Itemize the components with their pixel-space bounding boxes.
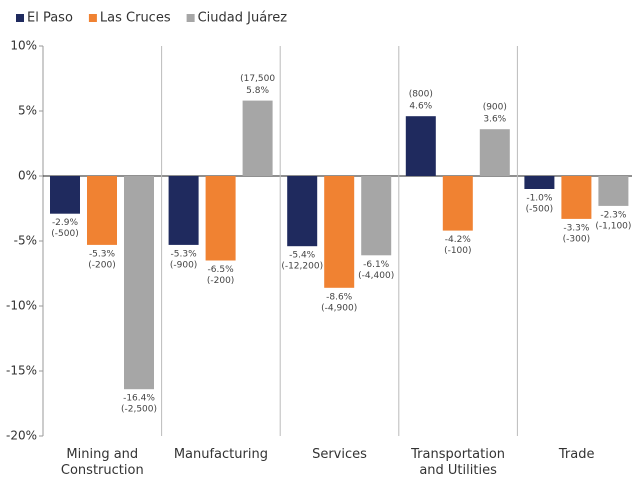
data-label: -5.4% bbox=[289, 251, 316, 261]
y-tick-label: -15% bbox=[6, 364, 37, 378]
bar bbox=[598, 176, 629, 206]
bar bbox=[324, 176, 355, 288]
data-label: -6.5% bbox=[208, 265, 235, 275]
legend-label: Ciudad Juárez bbox=[198, 11, 288, 26]
bar bbox=[50, 176, 80, 214]
y-tick-label: -10% bbox=[6, 299, 37, 313]
data-label: -4.2% bbox=[445, 235, 472, 245]
bar bbox=[124, 176, 154, 390]
count-label: (-500) bbox=[51, 229, 78, 239]
y-tick-label: 10% bbox=[10, 39, 37, 53]
data-label: -2.3% bbox=[600, 210, 627, 220]
legend-label: Las Cruces bbox=[100, 11, 171, 26]
bar bbox=[524, 176, 555, 189]
bar bbox=[87, 176, 117, 245]
bar bbox=[168, 176, 199, 245]
x-tick-label: Trade bbox=[558, 447, 595, 462]
y-tick-label: -20% bbox=[6, 429, 37, 443]
legend-swatch bbox=[16, 14, 24, 22]
count-label: (-900) bbox=[170, 260, 197, 270]
bar bbox=[405, 116, 436, 176]
data-label: -6.1% bbox=[363, 260, 390, 270]
data-label: -5.3% bbox=[171, 249, 198, 259]
legend-swatch bbox=[88, 14, 97, 22]
data-label: -1.0% bbox=[526, 194, 553, 204]
count-label: (-4,400) bbox=[358, 271, 394, 281]
count-label: (17,500 bbox=[240, 74, 275, 84]
y-tick-label: 5% bbox=[18, 104, 37, 118]
count-label: (-4,900) bbox=[321, 303, 357, 313]
x-tick-label: Mining and Construction bbox=[60, 447, 144, 478]
count-label: (-2,500) bbox=[121, 405, 157, 415]
data-label: 5.8% bbox=[246, 86, 269, 96]
bar bbox=[479, 129, 510, 176]
data-label: 4.6% bbox=[409, 102, 432, 112]
count-label: (-200) bbox=[207, 276, 234, 286]
count-label: (900) bbox=[483, 103, 507, 113]
data-label: -8.6% bbox=[326, 292, 353, 302]
data-label: -5.3% bbox=[89, 249, 116, 259]
bar bbox=[361, 176, 392, 256]
bar bbox=[205, 176, 236, 261]
y-tick-label: 0% bbox=[18, 169, 37, 183]
data-label: 3.6% bbox=[483, 115, 506, 125]
count-label: (-100) bbox=[444, 246, 471, 256]
bar bbox=[242, 100, 273, 176]
bar bbox=[561, 176, 592, 219]
y-tick-label: -5% bbox=[14, 234, 37, 248]
count-label: (-200) bbox=[88, 260, 115, 270]
data-label: -16.4% bbox=[123, 394, 155, 404]
bar bbox=[287, 176, 318, 247]
count-label: (-12,200) bbox=[281, 262, 323, 272]
count-label: (-500) bbox=[526, 205, 553, 215]
bar bbox=[442, 176, 473, 231]
x-tick-label: Manufacturing bbox=[173, 447, 268, 462]
legend-swatch bbox=[186, 14, 195, 22]
count-label: (-1,100) bbox=[595, 221, 631, 231]
x-tick-label: Services bbox=[312, 447, 367, 462]
data-label: -2.9% bbox=[52, 218, 79, 228]
count-label: (800) bbox=[409, 90, 433, 100]
data-label: -3.3% bbox=[563, 223, 590, 233]
legend-label: El Paso bbox=[27, 11, 73, 26]
x-tick-label: Transportation and Utilities bbox=[411, 447, 506, 478]
count-label: (-300) bbox=[563, 234, 590, 244]
